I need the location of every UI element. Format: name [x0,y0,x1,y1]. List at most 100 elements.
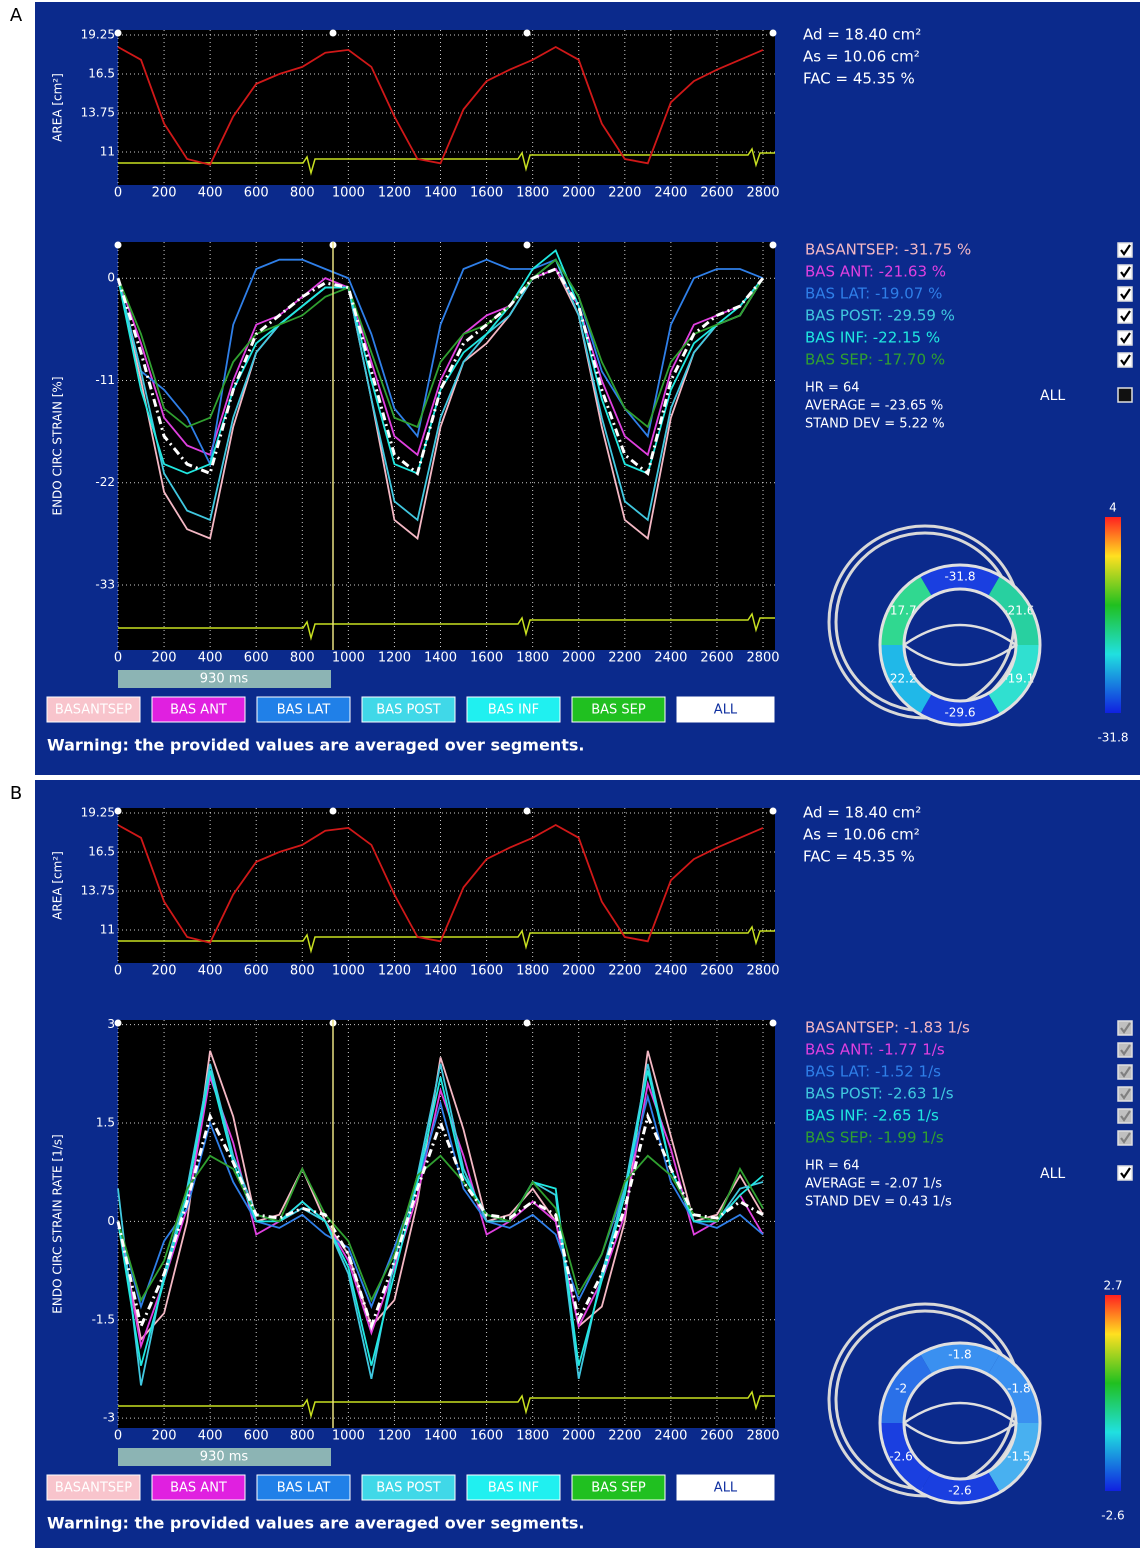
x-tick-label: 2800 [746,651,779,666]
x-tick-label: 1600 [470,964,503,979]
x-tick-label: 800 [290,964,315,979]
summary-stat: HR = 64 [805,1159,860,1174]
x-tick-label: 2200 [608,651,641,666]
x-tick-label: 200 [152,964,177,979]
x-tick-label: 1000 [332,651,365,666]
y-tick-label: 0 [107,271,115,285]
scale-min: -31.8 [1097,731,1128,745]
x-tick-label: 1600 [470,186,503,201]
plot-area [118,808,775,963]
ring-label: -2.6 [889,1450,912,1464]
x-tick-label: 1400 [424,186,457,201]
legend-entry: BAS ANT: -21.63 % [805,263,946,281]
x-tick-label: 200 [152,186,177,201]
x-tick-label: 2400 [654,651,687,666]
segment-button-label[interactable]: BAS SEP [591,703,646,718]
beat-marker [770,242,777,249]
legend-entry: BASANTSEP: -1.83 1/s [805,1019,970,1037]
warning: Warning: the provided values are average… [47,736,584,755]
x-tick-label: 2200 [608,1429,641,1444]
plot-area [118,30,775,185]
screenshot: A020040060080010001200140016001800200022… [0,0,1140,1548]
summary-stat: STAND DEV = 5.22 % [805,417,945,432]
summary-stat: HR = 64 [805,381,860,396]
x-tick-label: 1800 [516,964,549,979]
plot-area [118,1020,775,1428]
segment-button-label[interactable]: ALL [714,1481,738,1496]
beat-marker [115,808,122,815]
y-tick-label: 16.5 [88,844,115,858]
area-stat: FAC = 45.35 % [803,70,915,88]
legend-entry: BAS ANT: -1.77 1/s [805,1041,945,1059]
legend-entry: BAS LAT: -1.52 1/s [805,1063,941,1081]
x-tick-label: 600 [244,186,269,201]
x-tick-label: 1200 [378,1429,411,1444]
beat-marker [330,30,337,37]
area-stat: Ad = 18.40 cm² [803,804,921,822]
all-toggle-label: ALL [1040,388,1065,404]
scale-max: 2.7 [1103,1279,1122,1293]
beat-marker [770,30,777,37]
x-tick-label: 1800 [516,1429,549,1444]
segment-button-label[interactable]: BAS INF [488,1481,539,1496]
x-tick-label: 1800 [516,186,549,201]
ring-label: -1.5 [1007,1450,1030,1464]
y-tick-label: 13.75 [81,883,115,897]
x-tick-label: 200 [152,1429,177,1444]
x-tick-label: 2600 [700,651,733,666]
color-scale [1105,1295,1121,1491]
beat-marker [524,242,531,249]
x-tick-label: 200 [152,651,177,666]
segment-button-label[interactable]: BAS LAT [277,703,331,718]
x-tick-label: 0 [114,651,122,666]
y-axis-label: AREA [cm²] [51,73,65,142]
legend-entry: BAS LAT: -19.07 % [805,285,942,303]
beat-marker [115,1020,122,1027]
y-tick-label: 0 [107,1214,115,1228]
beat-marker [330,808,337,815]
segment-button-label[interactable]: ALL [714,703,738,718]
summary-stat: AVERAGE = -2.07 1/s [805,1177,942,1192]
x-tick-label: 2400 [654,1429,687,1444]
beat-marker [524,1020,531,1027]
x-tick-label: 1000 [332,964,365,979]
segment-button-label[interactable]: BAS POST [376,703,441,718]
panel-label: B [10,783,22,804]
y-tick-label: -11 [95,373,115,387]
y-tick-label: -22 [95,475,115,489]
segment-button-label[interactable]: BAS LAT [277,1481,331,1496]
all-toggle-label: ALL [1040,1166,1065,1182]
x-tick-label: 400 [198,651,223,666]
x-tick-label: 1200 [378,651,411,666]
y-tick-label: -1.5 [92,1312,115,1326]
x-tick-label: 600 [244,651,269,666]
cursor-label: 930 ms [200,1450,249,1465]
legend-entry: BAS SEP: -1.99 1/s [805,1129,944,1147]
x-tick-label: 600 [244,964,269,979]
color-scale [1105,517,1121,713]
ring-label: -29.6 [944,706,975,720]
y-axis-label: AREA [cm²] [51,851,65,920]
y-tick-label: 11 [100,922,115,936]
x-tick-label: 2200 [608,186,641,201]
segment-button-label[interactable]: BAS INF [488,703,539,718]
segment-button-label[interactable]: BAS POST [376,1481,441,1496]
segment-button-label[interactable]: BASANTSEP [55,1481,132,1496]
summary-stat: STAND DEV = 0.43 1/s [805,1195,952,1210]
x-tick-label: 400 [198,1429,223,1444]
checkbox[interactable] [1118,388,1132,402]
legend-entry: BAS POST: -29.59 % [805,307,955,325]
legend-entry: BAS POST: -2.63 1/s [805,1085,954,1103]
x-tick-label: 1800 [516,651,549,666]
x-tick-label: 2000 [562,186,595,201]
segment-button-label[interactable]: BASANTSEP [55,703,132,718]
y-tick-label: -3 [103,1411,115,1425]
segment-button-label[interactable]: BAS ANT [170,1481,227,1496]
legend-entry: BAS INF: -22.15 % [805,329,940,347]
x-tick-label: 1200 [378,186,411,201]
segment-button-label[interactable]: BAS SEP [591,1481,646,1496]
x-tick-label: 2400 [654,186,687,201]
legend-entry: BASANTSEP: -31.75 % [805,241,971,259]
segment-button-label[interactable]: BAS ANT [170,703,227,718]
